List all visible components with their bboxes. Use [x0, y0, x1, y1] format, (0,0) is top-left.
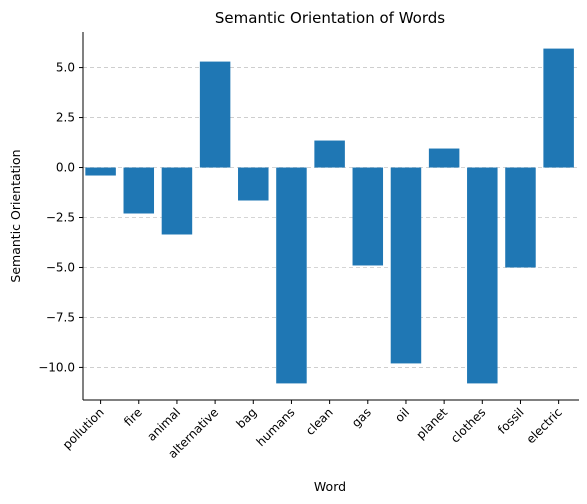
bar	[85, 167, 116, 176]
x-tick-label: pollution	[60, 405, 107, 452]
x-tick-label: planet	[413, 405, 450, 442]
bar	[467, 167, 498, 384]
y-tick-label: −2.5	[46, 210, 75, 224]
y-tick-label: 2.5	[56, 111, 75, 125]
x-tick-label: fossil	[495, 405, 527, 437]
bar	[352, 167, 384, 266]
x-tick-label: gas	[349, 405, 374, 430]
bar	[161, 167, 193, 235]
y-tick-label: 0.0	[56, 161, 75, 175]
x-tick-label: humans	[254, 405, 298, 449]
bar	[505, 167, 536, 268]
bar	[543, 48, 574, 168]
y-ticks: 5.0 2.5 0.0 −2.5 −5.0 −7.5 −10.0	[38, 61, 83, 374]
y-gridlines	[83, 67, 579, 368]
y-tick-label: −10.0	[38, 360, 75, 374]
x-tick-label: fire	[121, 405, 145, 429]
y-tick-label: −5.0	[46, 260, 75, 274]
y-axis-label: Semantic Orientation	[8, 149, 23, 282]
bar	[428, 148, 460, 168]
x-tick-label: electric	[524, 405, 565, 446]
bars	[85, 48, 574, 384]
x-tick-label: bag	[234, 405, 260, 431]
y-tick-label: 5.0	[56, 61, 75, 75]
bar	[199, 61, 231, 168]
chart-title: Semantic Orientation of Words	[215, 9, 445, 27]
x-tick-label: clean	[303, 405, 336, 438]
bar	[123, 167, 155, 214]
y-tick-label: −7.5	[46, 310, 75, 324]
bar	[276, 167, 307, 384]
bar	[238, 167, 269, 201]
bar	[390, 167, 422, 364]
x-tick-label: clothes	[448, 405, 488, 445]
x-tick-label: oil	[392, 405, 412, 425]
bar	[314, 140, 345, 168]
x-axis-label: Word	[314, 479, 346, 494]
